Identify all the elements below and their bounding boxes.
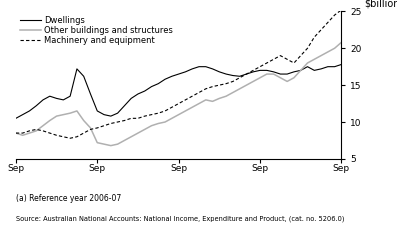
Text: Source: Australian National Accounts: National Income, Expenditure and Product, : Source: Australian National Accounts: Na… xyxy=(16,215,344,222)
Legend: Dwellings, Other buildings and structures, Machinery and equipment: Dwellings, Other buildings and structure… xyxy=(20,15,173,45)
Text: (a) Reference year 2006-07: (a) Reference year 2006-07 xyxy=(16,194,121,203)
Y-axis label: $billion: $billion xyxy=(365,0,397,8)
